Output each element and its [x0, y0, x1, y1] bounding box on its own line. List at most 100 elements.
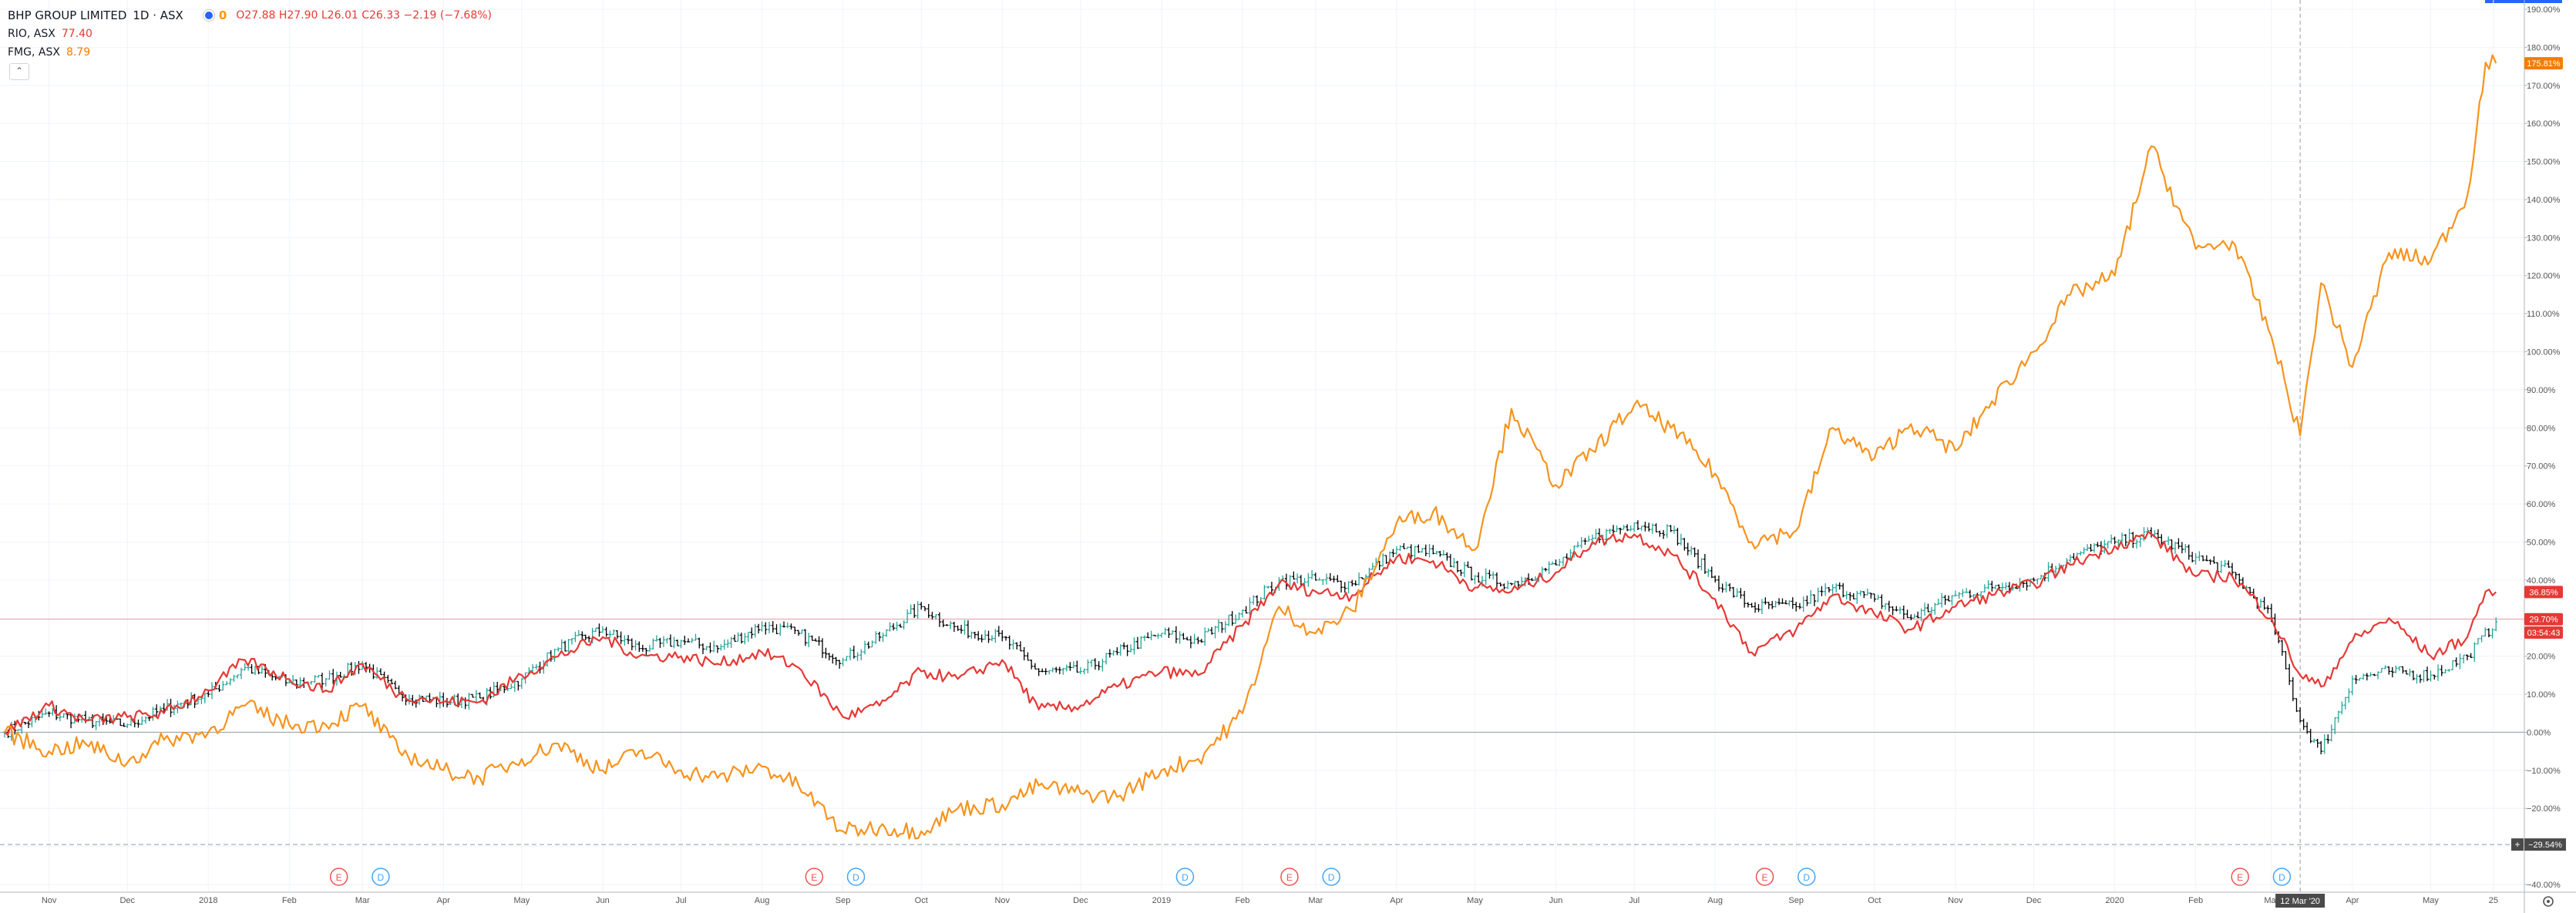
- status-flag: 0: [218, 8, 227, 22]
- x-tick-label: Oct: [915, 896, 928, 905]
- legend-main-row[interactable]: BHP GROUP LIMITED 1D · ASX 0 O27.88 H27.…: [8, 6, 492, 25]
- market-status-dot: [203, 10, 214, 21]
- earnings-event-marker[interactable]: E: [1280, 868, 1299, 886]
- y-tick-label: −10.00%: [2527, 767, 2561, 776]
- earnings-event-marker[interactable]: E: [2231, 868, 2249, 886]
- x-tick-label: Sep: [836, 896, 851, 905]
- x-tick-label: Apr: [1390, 896, 1403, 905]
- dividend-event-marker[interactable]: D: [1322, 868, 1340, 886]
- event-type-label: E: [336, 872, 342, 883]
- dividend-event-marker[interactable]: D: [1797, 868, 1816, 886]
- axis-badges: 175.81% 36.85% 29.70% 03:54:43 + −29.54%: [2511, 57, 2566, 851]
- event-type-label: E: [1286, 872, 1293, 883]
- y-tick-label: 170.00%: [2527, 82, 2561, 91]
- y-tick-label: 70.00%: [2527, 462, 2556, 472]
- legend-collapse-button[interactable]: ⌃: [9, 63, 29, 80]
- dividend-event-marker[interactable]: D: [1175, 868, 1195, 886]
- low-badge-label: −29.54%: [2528, 841, 2562, 850]
- x-tick-label: Nov: [1948, 896, 1963, 905]
- y-tick-label: 80.00%: [2527, 424, 2556, 433]
- badge-bg: [2524, 626, 2563, 639]
- compare-name-fmg[interactable]: FMG, ASX: [8, 46, 60, 59]
- dividend-icon: [1797, 868, 1816, 886]
- earnings-icon: [1280, 868, 1299, 886]
- x-tick-label: 2019: [1152, 896, 1171, 905]
- badge-bg: [2524, 57, 2563, 70]
- compare-name-rio[interactable]: RIO, ASX: [8, 28, 55, 40]
- x-tick-label: Apr: [437, 896, 450, 905]
- y-tick-label: 160.00%: [2527, 119, 2561, 129]
- earnings-event-marker[interactable]: E: [1755, 868, 1774, 886]
- dividend-icon: [1175, 868, 1195, 886]
- price-scale-badge: 175.81%: [2524, 57, 2563, 70]
- event-type-label: E: [2237, 872, 2243, 883]
- chart-legend: BHP GROUP LIMITED 1D · ASX 0 O27.88 H27.…: [8, 6, 492, 62]
- series-fmg-line: [4, 54, 2497, 840]
- x-tick-label: Jun: [1549, 896, 1563, 905]
- y-tick-label: 60.00%: [2527, 500, 2556, 509]
- y-tick-label: 50.00%: [2527, 538, 2556, 547]
- x-tick-label: 2020: [2105, 896, 2124, 905]
- event-type-label: D: [853, 872, 859, 883]
- dividend-icon: [2272, 868, 2292, 886]
- x-tick-label: 25: [2489, 896, 2498, 905]
- event-type-label: E: [1762, 872, 1768, 883]
- x-tick-label: Dec: [119, 896, 135, 905]
- x-tick-label: Jul: [1629, 896, 1639, 905]
- x-tick-label: Dec: [2026, 896, 2042, 905]
- event-type-label: D: [378, 872, 385, 883]
- price-scale-badge: 29.70%: [2524, 613, 2563, 626]
- y-tick-label: 110.00%: [2527, 310, 2560, 319]
- interval-exchange[interactable]: 1D · ASX: [133, 8, 183, 22]
- price-scale-badge: 03:54:43: [2524, 626, 2563, 639]
- y-tick-label: 90.00%: [2527, 386, 2556, 395]
- y-tick-label: 130.00%: [2527, 233, 2561, 243]
- x-tick-label: Nov: [994, 896, 1010, 905]
- y-tick-label: −20.00%: [2527, 804, 2561, 814]
- x-tick-label: Aug: [1707, 896, 1723, 905]
- y-tick-label: 100.00%: [2527, 348, 2561, 357]
- event-type-label: E: [811, 872, 817, 883]
- plus-icon[interactable]: [2511, 838, 2524, 851]
- y-tick-label: 10.00%: [2527, 690, 2556, 700]
- legend-compare-fmg[interactable]: FMG, ASX 8.79: [8, 43, 492, 62]
- x-axis[interactable]: Nov Dec 2018 Feb Mar Apr May Jun Jul Aug Sep Oct Nov…: [0, 891, 2576, 908]
- earnings-icon: [805, 868, 824, 886]
- chart-settings-button[interactable]: [2543, 896, 2554, 907]
- price-scale-badge: 36.85%: [2524, 586, 2563, 599]
- x-tick-label: Oct: [1868, 896, 1881, 905]
- dividend-event-marker[interactable]: D: [372, 868, 390, 886]
- x-tick-label: Mar: [2264, 896, 2278, 905]
- earnings-icon: [329, 868, 348, 886]
- x-tick-label: Feb: [2188, 896, 2203, 905]
- legend-compare-rio[interactable]: RIO, ASX 77.40: [8, 25, 492, 43]
- x-tick-label: Aug: [755, 896, 770, 905]
- badge-label: 175.81%: [2527, 59, 2561, 69]
- gear-icon-center: [2547, 900, 2550, 903]
- crosshair-date-badge: 12 Mar '20: [2275, 894, 2325, 908]
- dividend-event-marker[interactable]: D: [846, 868, 866, 886]
- event-type-label: D: [1803, 872, 1810, 883]
- x-tick-label: May: [2423, 896, 2439, 905]
- event-type-label: D: [2278, 872, 2285, 883]
- y-tick-label: 40.00%: [2527, 576, 2556, 586]
- y-tick-label: 190.00%: [2527, 5, 2561, 15]
- dividend-event-marker[interactable]: D: [2272, 868, 2292, 886]
- x-tick-label: Mar: [355, 896, 370, 905]
- earnings-event-marker[interactable]: E: [329, 868, 348, 886]
- crosshair-date-bg: [2275, 894, 2325, 908]
- event-type-label: D: [1328, 872, 1335, 883]
- dividend-icon: [1322, 868, 1340, 886]
- earnings-event-marker[interactable]: E: [805, 868, 824, 886]
- dividend-icon: [846, 868, 866, 886]
- y-tick-label: 120.00%: [2527, 272, 2561, 281]
- y-axis[interactable]: 190.00% 180.00% 170.00% 160.00% 150.00% 140.0…: [2524, 0, 2561, 913]
- main-symbol-name[interactable]: BHP GROUP LIMITED: [8, 8, 127, 22]
- y-tick-label: 0.00%: [2527, 728, 2551, 737]
- badge-label: 03:54:43: [2527, 629, 2561, 638]
- x-tick-label: Nov: [42, 896, 57, 905]
- x-tick-label: May: [513, 896, 530, 905]
- chart-grid: [0, 0, 2524, 892]
